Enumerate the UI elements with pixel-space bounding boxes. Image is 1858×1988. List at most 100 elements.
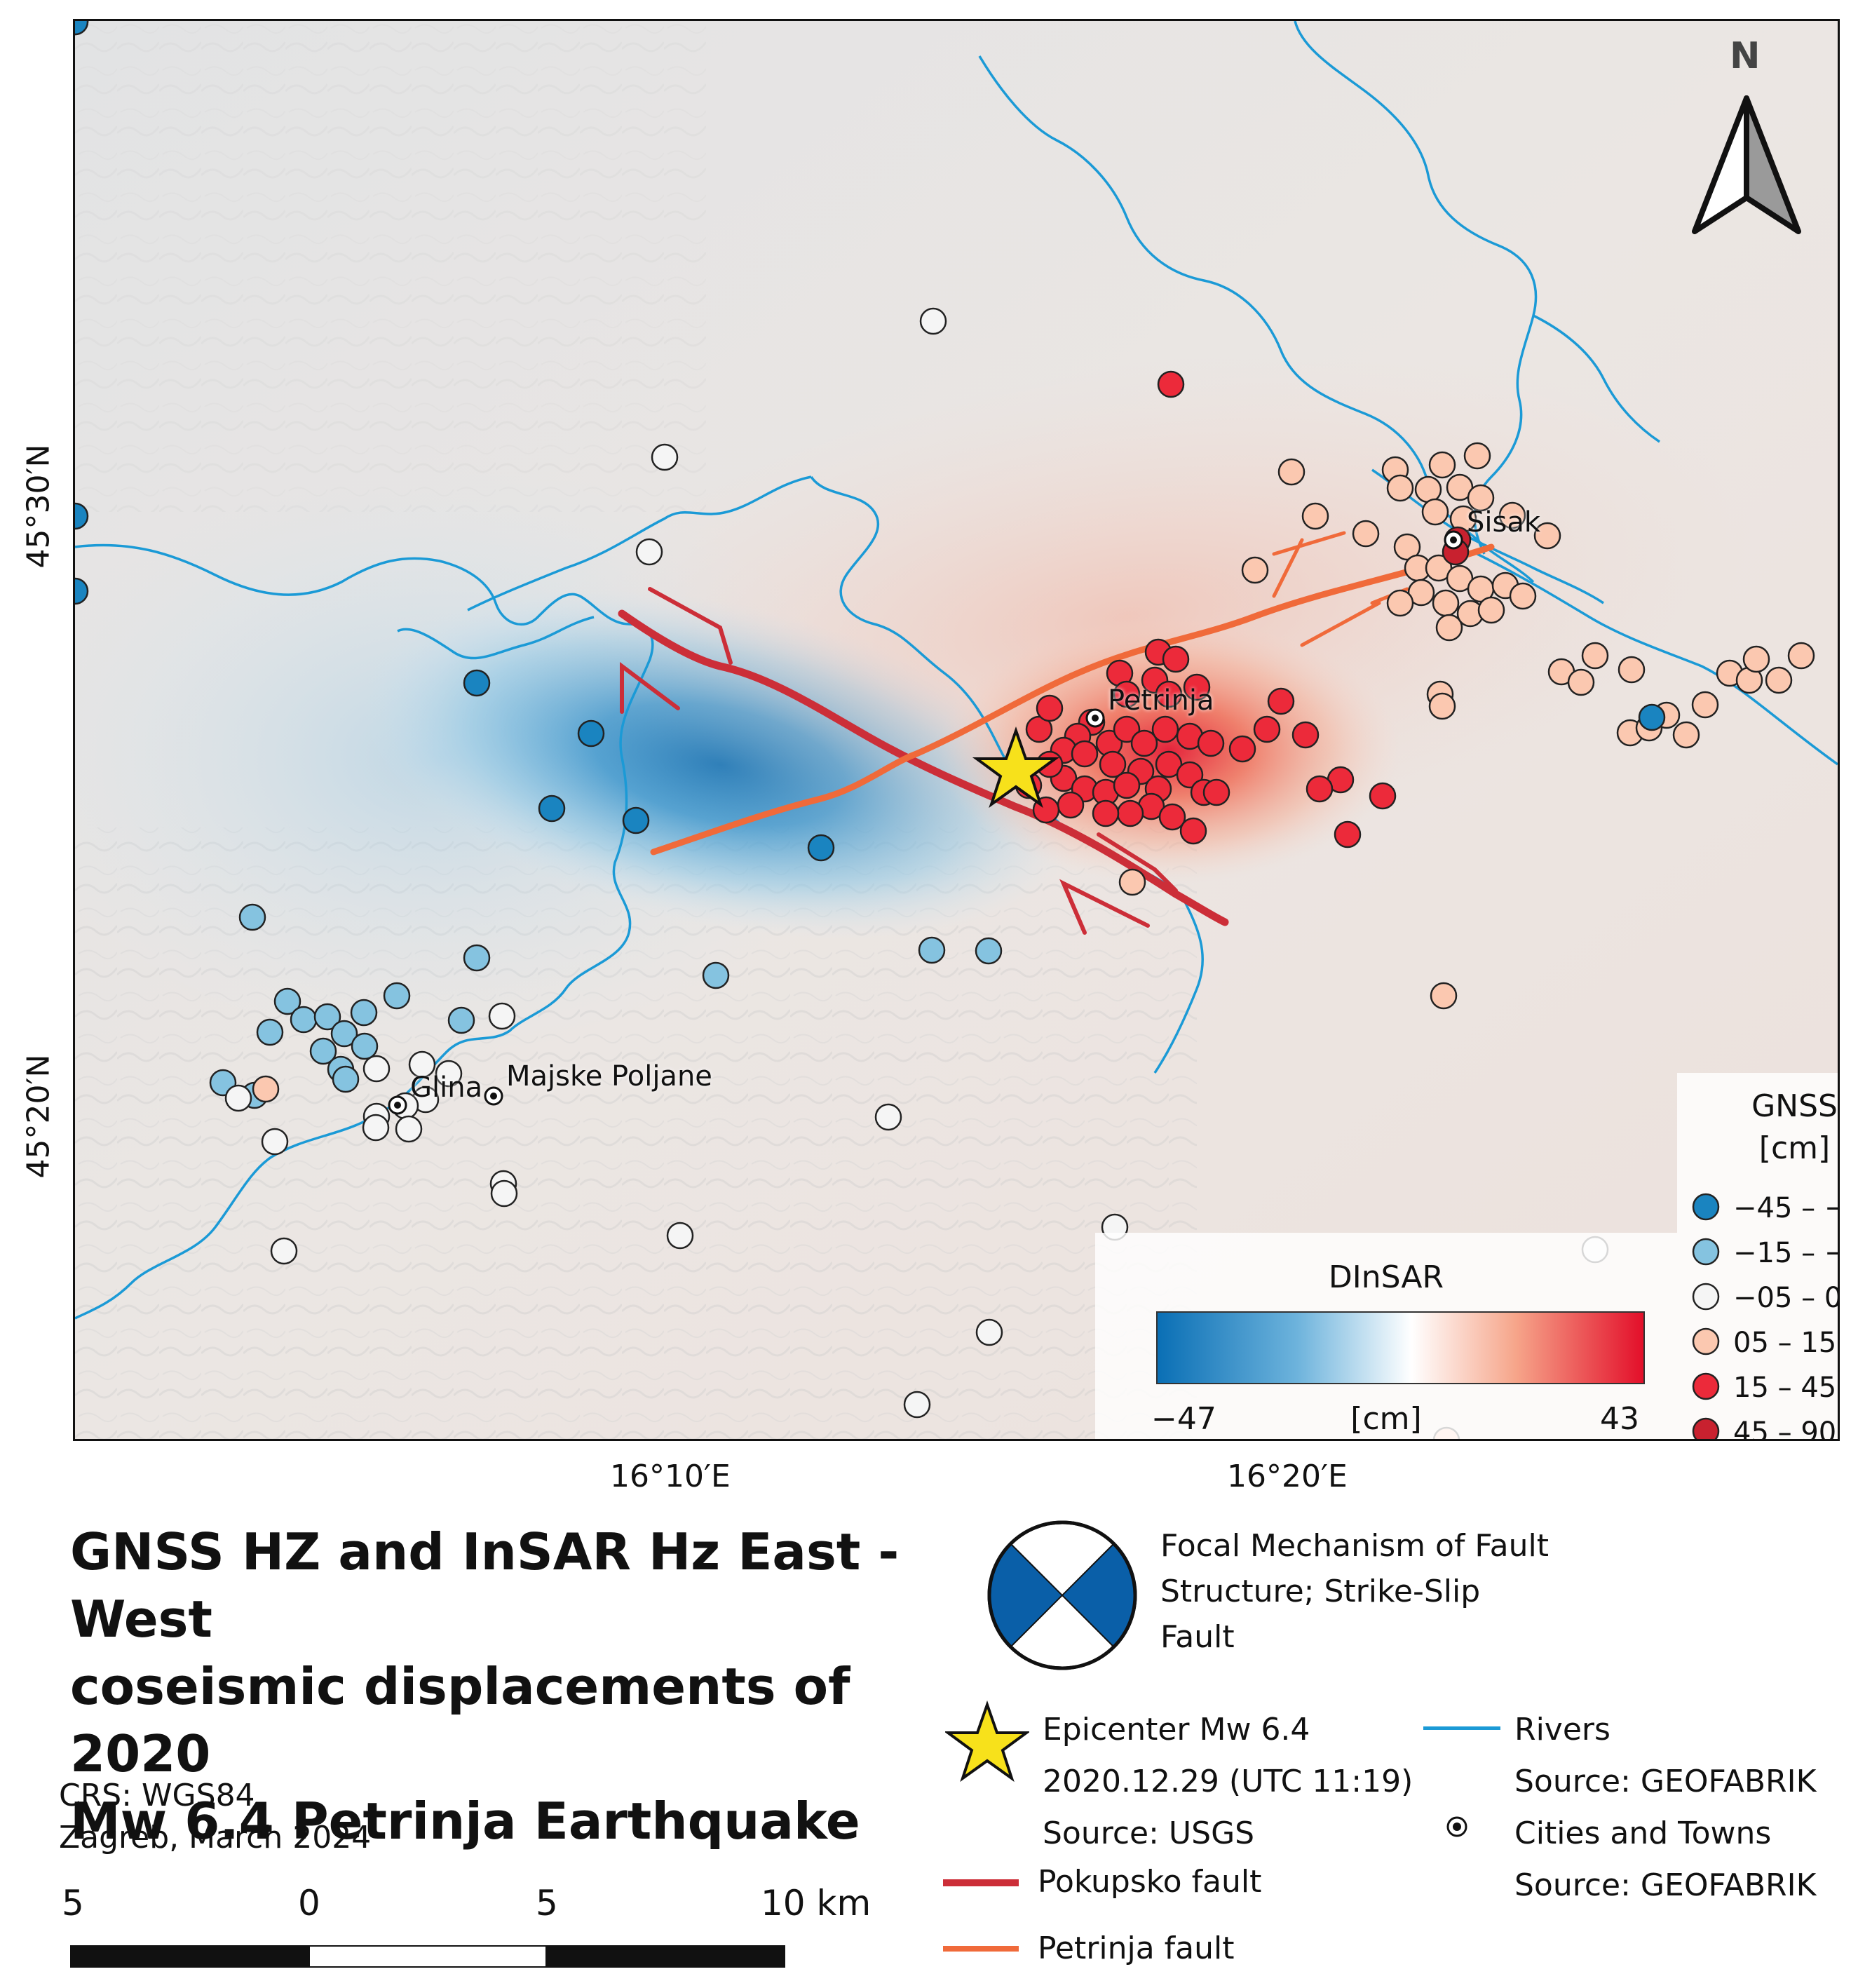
- gnss-station-marker[interactable]: [1162, 645, 1190, 673]
- gnss-station-marker[interactable]: [488, 1002, 516, 1030]
- gnss-station-marker[interactable]: [1228, 735, 1256, 763]
- gnss-station-marker[interactable]: [463, 669, 491, 697]
- gnss-station-marker[interactable]: [238, 903, 266, 931]
- gnss-station-marker[interactable]: [1157, 370, 1185, 398]
- gnss-station-marker[interactable]: [666, 1222, 694, 1250]
- gnss-station-marker[interactable]: [224, 1084, 252, 1112]
- gnss-station-marker[interactable]: [1618, 656, 1646, 684]
- city-marker-petrinja[interactable]: [1085, 708, 1105, 728]
- gnss-station-marker[interactable]: [1130, 729, 1158, 757]
- gnss-station-marker[interactable]: [1155, 680, 1183, 708]
- gnss-station-marker[interactable]: [1414, 475, 1442, 503]
- gnss-station-marker[interactable]: [1463, 442, 1491, 470]
- gnss-station-marker[interactable]: [1421, 498, 1449, 526]
- gnss-station-marker[interactable]: [1118, 868, 1146, 896]
- gnss-station-marker[interactable]: [975, 1318, 1003, 1346]
- gnss-station-marker[interactable]: [75, 577, 89, 605]
- gnss-station-marker[interactable]: [1428, 692, 1456, 720]
- gnss-station-marker[interactable]: [1352, 520, 1380, 548]
- gnss-station-marker[interactable]: [1113, 715, 1141, 743]
- gnss-station-marker[interactable]: [1432, 589, 1460, 617]
- gnss-station-marker[interactable]: [395, 1115, 423, 1143]
- gnss-station-marker[interactable]: [1477, 596, 1505, 624]
- gnss-station-marker[interactable]: [261, 1128, 289, 1156]
- gnss-station-marker[interactable]: [256, 1018, 284, 1046]
- gnss-station-marker[interactable]: [1369, 782, 1397, 810]
- gnss-station-marker[interactable]: [383, 982, 411, 1010]
- gnss-station-marker[interactable]: [1386, 589, 1414, 617]
- gnss-station-marker[interactable]: [1113, 771, 1141, 799]
- gnss-station-marker[interactable]: [408, 1050, 436, 1078]
- gnss-station-marker[interactable]: [1277, 458, 1306, 486]
- gnss-station-marker[interactable]: [490, 1179, 518, 1208]
- gnss-station-marker[interactable]: [75, 502, 89, 530]
- gnss-station-marker[interactable]: [874, 1103, 902, 1131]
- gnss-station-marker[interactable]: [270, 1237, 298, 1265]
- map-canvas[interactable]: [75, 21, 1838, 1439]
- gnss-station-marker[interactable]: [350, 999, 378, 1027]
- gnss-station-marker[interactable]: [1435, 614, 1463, 642]
- gnss-station-marker[interactable]: [807, 834, 835, 862]
- city-marker-sisak[interactable]: [1444, 530, 1463, 550]
- gnss-station-marker[interactable]: [1253, 715, 1281, 743]
- gnss-station-marker[interactable]: [622, 806, 650, 834]
- gnss-station-marker[interactable]: [1179, 817, 1207, 845]
- gnss-station-marker[interactable]: [1092, 799, 1120, 827]
- gnss-station-marker[interactable]: [577, 719, 605, 748]
- gnss-station-marker[interactable]: [975, 937, 1003, 965]
- gnss-station-marker[interactable]: [330, 1020, 358, 1048]
- gnss-station-marker[interactable]: [362, 1055, 391, 1083]
- gnss-station-marker[interactable]: [538, 794, 566, 823]
- gnss-station-marker[interactable]: [1787, 642, 1815, 670]
- gnss-station-marker[interactable]: [1567, 668, 1595, 696]
- gnss-station-marker[interactable]: [1151, 715, 1179, 743]
- gnss-station-marker[interactable]: [1672, 721, 1700, 749]
- gnss-station-marker[interactable]: [1638, 703, 1666, 731]
- gnss-station-marker[interactable]: [1183, 673, 1211, 701]
- city-marker-glina[interactable]: [388, 1095, 407, 1115]
- city-marker-majske-poljane[interactable]: [484, 1086, 503, 1106]
- gnss-station-marker[interactable]: [1581, 642, 1609, 670]
- gnss-station-marker[interactable]: [362, 1114, 390, 1142]
- gnss-station-marker[interactable]: [702, 961, 730, 989]
- gnss-station-marker[interactable]: [332, 1065, 360, 1093]
- epicenter-star-icon[interactable]: [972, 726, 1060, 809]
- gnss-station-marker[interactable]: [1291, 721, 1320, 749]
- gnss-station-marker[interactable]: [1691, 691, 1719, 719]
- gnss-station-marker[interactable]: [1176, 761, 1204, 789]
- gnss-station-marker[interactable]: [1533, 522, 1561, 550]
- gnss-station-marker[interactable]: [1428, 451, 1456, 479]
- gnss-station-marker[interactable]: [1057, 791, 1085, 819]
- gnss-station-marker[interactable]: [1742, 645, 1770, 673]
- gnss-station-marker[interactable]: [1306, 775, 1334, 803]
- gnss-station-marker[interactable]: [290, 1006, 318, 1034]
- gnss-station-marker[interactable]: [313, 1003, 341, 1031]
- gnss-station-marker[interactable]: [1241, 556, 1269, 584]
- gnss-station-marker[interactable]: [903, 1391, 931, 1419]
- gnss-station-marker[interactable]: [1197, 729, 1225, 757]
- gnss-station-marker[interactable]: [1113, 680, 1141, 708]
- gnss-station-marker[interactable]: [1071, 740, 1099, 768]
- gnss-station-marker[interactable]: [252, 1075, 280, 1103]
- gnss-station-marker[interactable]: [1430, 982, 1458, 1010]
- gnss-station-marker[interactable]: [635, 538, 663, 566]
- gnss-station-marker[interactable]: [1301, 502, 1329, 530]
- map-frame[interactable]: Sisak Petrinja Glina Majske Poljane N GN…: [73, 19, 1840, 1441]
- gnss-station-marker[interactable]: [435, 1060, 463, 1088]
- gnss-station-marker[interactable]: [463, 944, 491, 972]
- gnss-station-marker[interactable]: [1509, 582, 1537, 610]
- gnss-station-marker[interactable]: [273, 987, 301, 1015]
- gnss-station-marker[interactable]: [1765, 666, 1793, 694]
- gnss-station-marker[interactable]: [1498, 501, 1526, 529]
- gnss-station-marker[interactable]: [919, 307, 947, 335]
- gnss-station-marker[interactable]: [1158, 803, 1186, 831]
- gnss-station-marker[interactable]: [1099, 750, 1127, 778]
- gnss-station-marker[interactable]: [918, 936, 946, 964]
- gnss-station-marker[interactable]: [1116, 799, 1144, 827]
- gnss-station-marker[interactable]: [1202, 778, 1230, 806]
- gnss-station-marker[interactable]: [75, 21, 89, 36]
- gnss-station-marker[interactable]: [1386, 474, 1414, 502]
- gnss-station-marker[interactable]: [1036, 694, 1064, 722]
- gnss-station-marker[interactable]: [1334, 820, 1362, 848]
- gnss-station-marker[interactable]: [651, 443, 679, 471]
